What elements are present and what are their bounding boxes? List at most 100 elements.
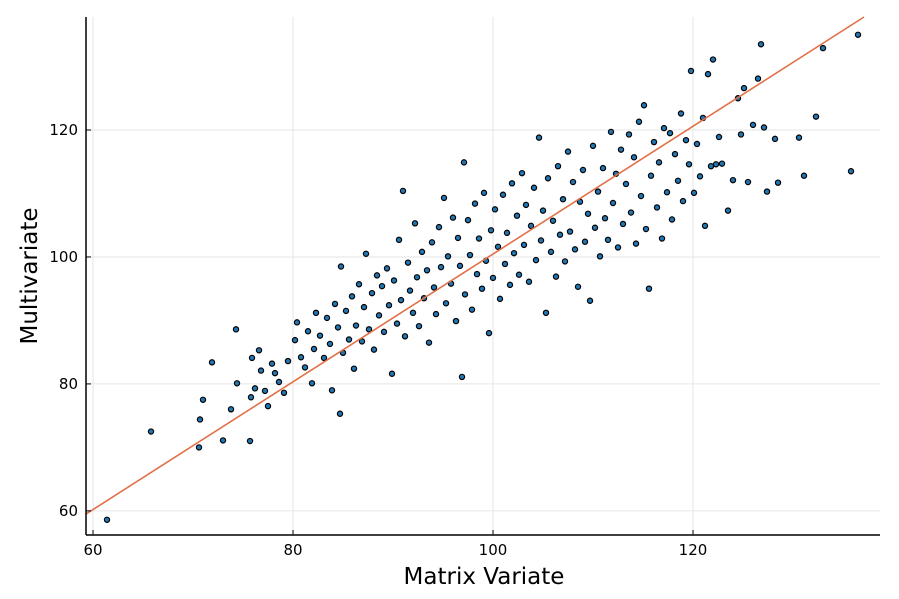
data-point bbox=[487, 227, 495, 234]
y-tick-label: 80 bbox=[59, 375, 78, 393]
data-point bbox=[674, 177, 682, 184]
data-point bbox=[195, 444, 203, 451]
data-point bbox=[320, 354, 328, 362]
data-point bbox=[537, 237, 545, 244]
data-point bbox=[437, 263, 445, 271]
data-point bbox=[704, 70, 712, 78]
data-point bbox=[399, 187, 407, 195]
data-point bbox=[227, 406, 235, 413]
data-point bbox=[854, 31, 862, 38]
data-point bbox=[301, 364, 309, 371]
data-point bbox=[515, 271, 523, 278]
data-point bbox=[630, 154, 638, 161]
data-point bbox=[458, 373, 466, 381]
data-point bbox=[619, 220, 627, 228]
data-point bbox=[454, 234, 462, 242]
data-point bbox=[696, 173, 704, 180]
data-point bbox=[671, 150, 679, 158]
data-point bbox=[574, 283, 582, 290]
data-points bbox=[103, 31, 862, 523]
data-point bbox=[554, 162, 562, 170]
data-point bbox=[358, 338, 366, 345]
data-point bbox=[552, 273, 560, 280]
data-point bbox=[637, 192, 645, 200]
data-point bbox=[687, 67, 695, 75]
data-point bbox=[247, 394, 255, 401]
data-point bbox=[316, 332, 324, 339]
data-point bbox=[365, 326, 373, 333]
data-point bbox=[685, 161, 693, 168]
y-tick-label: 60 bbox=[59, 502, 78, 520]
data-point bbox=[655, 159, 663, 166]
data-point bbox=[508, 180, 516, 187]
data-point bbox=[413, 274, 421, 281]
data-point bbox=[199, 396, 207, 403]
data-point bbox=[444, 253, 452, 260]
data-point bbox=[740, 84, 748, 92]
data-point bbox=[264, 402, 272, 410]
data-point bbox=[196, 416, 204, 423]
data-point bbox=[795, 134, 803, 141]
data-point bbox=[666, 129, 674, 137]
data-point bbox=[513, 212, 521, 219]
data-point bbox=[411, 220, 419, 227]
data-point bbox=[271, 369, 279, 377]
data-point bbox=[348, 293, 356, 300]
data-point bbox=[409, 309, 417, 317]
data-point bbox=[449, 214, 457, 221]
data-point bbox=[362, 250, 370, 257]
data-point bbox=[291, 336, 299, 344]
data-point bbox=[596, 253, 604, 260]
data-point bbox=[360, 303, 368, 311]
data-point bbox=[724, 207, 732, 214]
data-point bbox=[423, 267, 431, 274]
data-point bbox=[401, 333, 409, 340]
data-point bbox=[383, 265, 391, 272]
data-point bbox=[571, 246, 579, 253]
data-point bbox=[627, 209, 635, 216]
data-point bbox=[715, 133, 723, 141]
data-point bbox=[464, 216, 472, 224]
data-point bbox=[847, 168, 855, 175]
data-point bbox=[248, 354, 256, 362]
y-axis-title: Multivariate bbox=[17, 207, 43, 344]
data-point bbox=[653, 204, 661, 211]
data-point bbox=[471, 200, 479, 207]
data-point bbox=[682, 136, 690, 144]
data-point bbox=[456, 262, 464, 270]
data-point bbox=[395, 236, 403, 244]
data-point bbox=[375, 312, 383, 319]
data-point bbox=[819, 44, 827, 52]
data-point bbox=[328, 387, 336, 394]
data-point bbox=[622, 180, 630, 188]
data-point bbox=[275, 378, 283, 386]
data-point bbox=[393, 320, 401, 327]
data-point bbox=[771, 135, 779, 143]
data-point bbox=[342, 307, 350, 315]
data-point bbox=[232, 326, 240, 333]
data-point bbox=[601, 215, 609, 222]
data-point bbox=[473, 270, 481, 278]
data-point bbox=[581, 238, 589, 245]
data-point bbox=[547, 248, 555, 256]
data-point bbox=[642, 225, 650, 233]
data-point bbox=[632, 240, 640, 247]
data-point bbox=[323, 314, 331, 322]
data-point bbox=[599, 164, 607, 172]
data-point bbox=[658, 235, 666, 242]
data-point bbox=[304, 328, 312, 335]
data-point bbox=[647, 172, 655, 179]
data-point bbox=[709, 56, 717, 63]
data-point bbox=[749, 121, 757, 129]
data-point bbox=[503, 229, 511, 237]
fit-line bbox=[85, 16, 865, 515]
data-point bbox=[460, 159, 468, 166]
data-point bbox=[718, 160, 726, 167]
data-point bbox=[544, 175, 552, 182]
data-point bbox=[530, 184, 538, 191]
data-point bbox=[310, 345, 318, 353]
data-point bbox=[485, 329, 493, 337]
data-point bbox=[336, 410, 344, 417]
